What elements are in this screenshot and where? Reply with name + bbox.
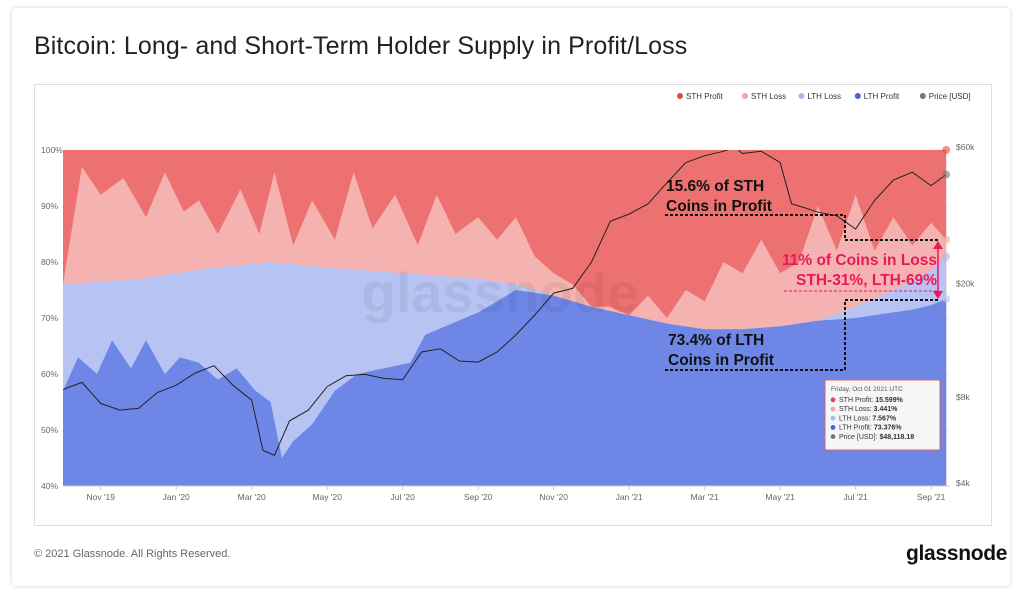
copyright-text: © 2021 Glassnode. All Rights Reserved. <box>34 548 231 560</box>
legend: STH Profit STH Loss LTH Loss LTH Profit Pric… <box>677 92 971 101</box>
x-tick-label: Mar '21 <box>691 492 719 502</box>
tooltip-swatch <box>830 406 836 412</box>
tooltip-swatch <box>830 397 836 403</box>
tooltip-row: LTH Profit: 73.376% <box>839 425 902 432</box>
annotation-sth-profit: 15.6% of STH <box>666 178 764 195</box>
y-right-tick-label: $4k <box>956 478 970 488</box>
x-tick-label: May '20 <box>312 492 342 502</box>
y-left-tick-label: 100% <box>41 145 63 155</box>
y-left-tick-label: 70% <box>41 313 58 323</box>
tooltip-swatch <box>830 415 836 421</box>
x-tick-label: Nov '19 <box>86 492 115 502</box>
series-end-marker <box>942 146 951 154</box>
y-left-tick-label: 90% <box>41 201 58 211</box>
x-tick-label: Sep '21 <box>917 492 946 502</box>
x-tick-label: Jan '21 <box>616 492 643 502</box>
x-tick-label: May '21 <box>765 492 795 502</box>
y-left-tick-label: 50% <box>41 425 58 435</box>
tooltip-row: STH Profit: 15.599% <box>839 397 904 404</box>
y-left-tick-label: 40% <box>41 481 58 491</box>
loss-arrow-up <box>933 241 943 249</box>
loss-arrow-down <box>933 291 943 299</box>
chart-frame <box>34 84 992 526</box>
annotation-loss: STH-31%, LTH-69% <box>796 272 937 289</box>
legend-swatch <box>798 93 805 99</box>
legend-item: LTH Loss <box>798 92 841 101</box>
tooltip-row: STH Loss: 3.441% <box>839 406 898 413</box>
tooltip-swatch <box>830 425 836 430</box>
page-title: Bitcoin: Long- and Short-Term Holder Sup… <box>34 32 688 60</box>
y-right-tick-label: $60k <box>956 142 975 152</box>
tooltip-row: Price [USD]: $48,118.18 <box>839 434 914 441</box>
annotation-sth-profit: Coins in Profit <box>666 198 772 215</box>
sth-profit-marker <box>665 214 938 241</box>
lth-profit-marker <box>665 299 938 371</box>
watermark: glassnode <box>362 261 639 324</box>
price-layer <box>63 150 947 456</box>
x-tick-label: Sep '20 <box>464 492 493 502</box>
axes: 100% 90% 80% 70% 60% 50% 40% $60k $20k $8k $4k Nov … <box>41 142 975 502</box>
annotation-lth-profit: Coins in Profit <box>668 352 774 369</box>
annotation-lth-profit: 73.4% of LTH <box>668 332 764 349</box>
legend-swatch <box>742 93 748 99</box>
brand-logo: glassnode <box>906 542 1008 565</box>
legend-swatch <box>854 93 861 99</box>
legend-item: LTH Profit <box>854 92 900 101</box>
legend-swatch <box>919 93 926 99</box>
y-right-tick-label: $8k <box>956 392 970 402</box>
x-tick-label: Nov '20 <box>539 492 568 502</box>
area-layers <box>63 150 947 486</box>
y-right-tick-label: $20k <box>956 278 975 288</box>
tooltip-row: LTH Loss: 7.567% <box>839 415 897 422</box>
legend-item: Price [USD] <box>919 92 971 101</box>
price-end-marker <box>942 170 951 179</box>
legend-item: STH Loss <box>742 92 786 101</box>
tooltip: Friday, Oct 01 2021 UTC STH Profit: 15.59… <box>824 379 941 451</box>
y-left-tick-label: 80% <box>41 257 58 267</box>
legend-label: STH Profit <box>686 92 724 101</box>
legend-label: LTH Loss <box>807 92 841 101</box>
series-end-marker <box>942 235 951 244</box>
tooltip-date: Friday, Oct 01 2021 UTC <box>831 386 903 393</box>
price-line <box>63 150 947 456</box>
legend-label: STH Loss <box>751 92 786 101</box>
x-tick-label: Jan '20 <box>163 492 190 502</box>
legend-item: STH Profit <box>677 92 724 101</box>
tooltip-box <box>824 379 941 451</box>
x-tick-label: Mar '20 <box>238 492 266 502</box>
x-tick-label: Jul '20 <box>391 492 416 502</box>
annotation-loss: 11% of Coins in Loss <box>782 252 937 269</box>
area-lth-profit <box>63 290 947 486</box>
legend-label: LTH Profit <box>864 92 900 101</box>
legend-swatch <box>677 93 683 99</box>
series-end-marker <box>942 294 951 303</box>
legend-label: Price [USD] <box>929 92 971 101</box>
y-left-tick-label: 60% <box>41 369 58 379</box>
x-tick-label: Jul '21 <box>843 492 868 502</box>
series-end-marker <box>942 252 951 261</box>
tooltip-swatch <box>830 434 836 439</box>
annotations: 15.6% of STH Coins in Profit 73.4% of LTH C… <box>665 146 951 371</box>
